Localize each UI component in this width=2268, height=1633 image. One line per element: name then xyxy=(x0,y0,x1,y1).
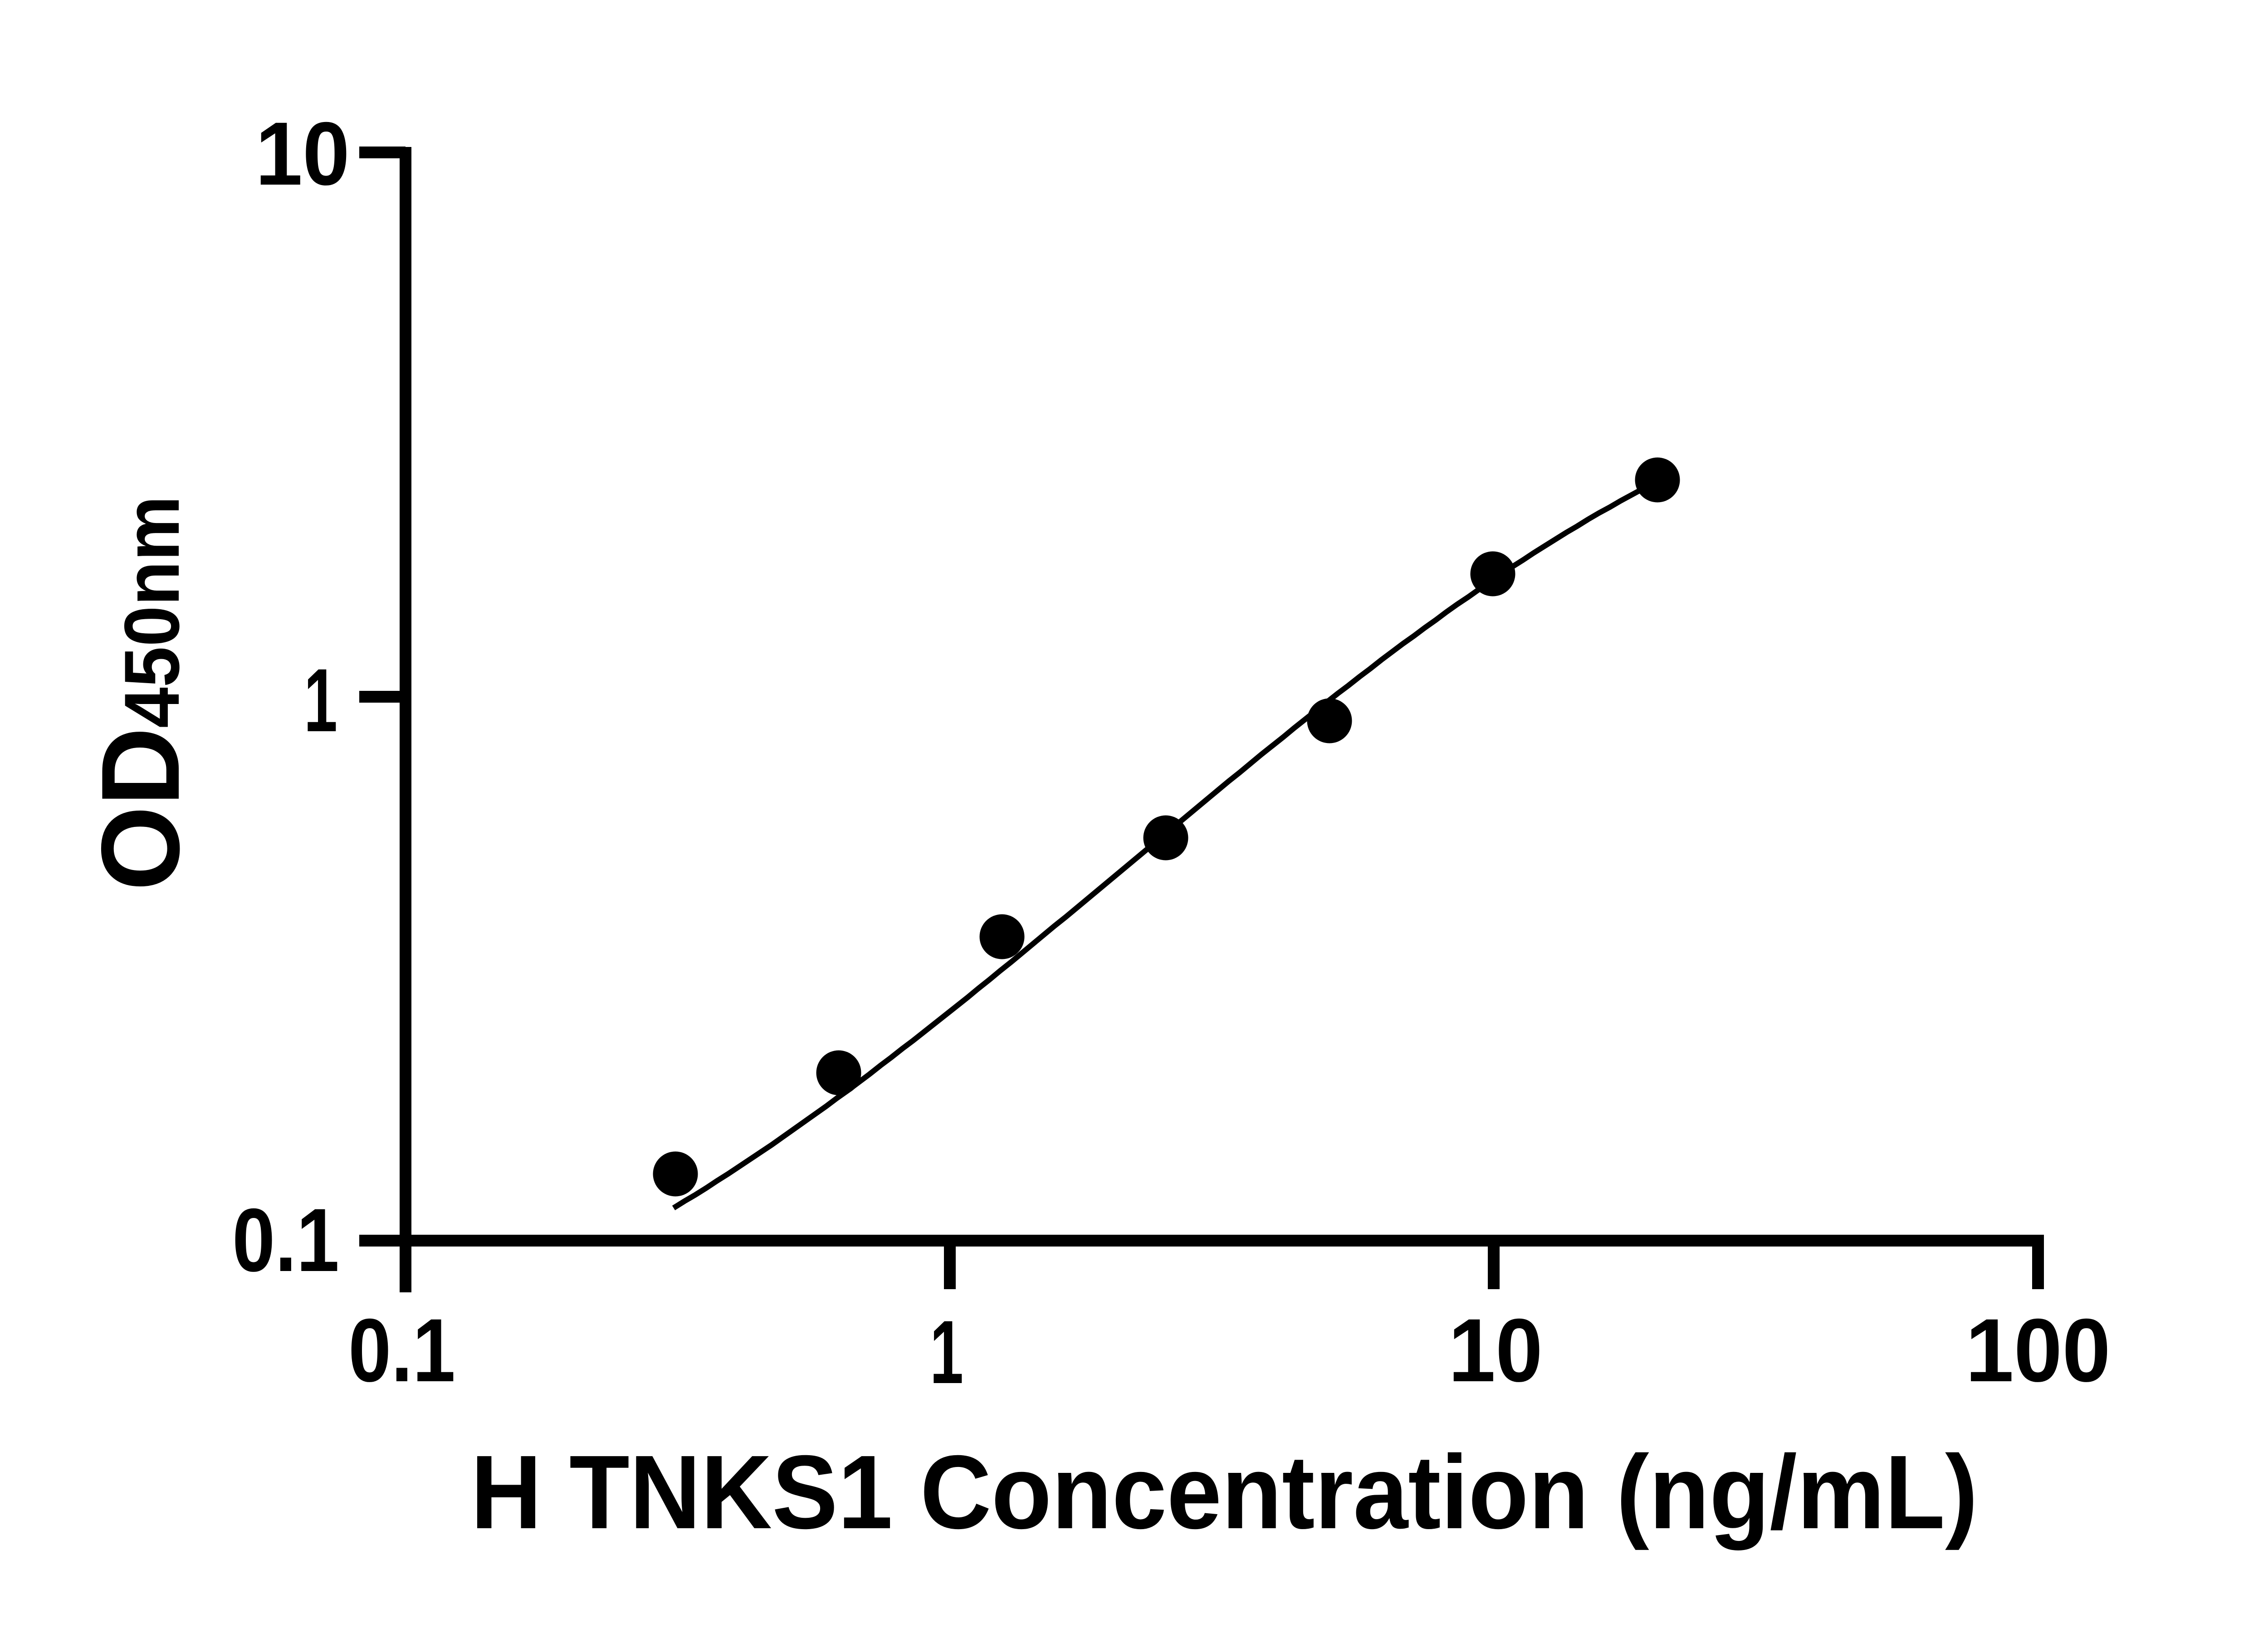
svg-text:1: 1 xyxy=(930,1302,963,1402)
svg-text:10: 10 xyxy=(1448,1300,1543,1400)
svg-text:0.1: 0.1 xyxy=(232,1190,339,1290)
svg-text:10: 10 xyxy=(255,103,350,204)
svg-text:H TNKS1 Concentration (ng/mL): H TNKS1 Concentration (ng/mL) xyxy=(471,1433,1978,1550)
svg-text:450nm: 450nm xyxy=(108,496,196,728)
svg-text:OD: OD xyxy=(78,727,202,891)
svg-text:1: 1 xyxy=(304,650,337,750)
svg-text:100: 100 xyxy=(1965,1300,2111,1400)
svg-text:0.1: 0.1 xyxy=(348,1300,455,1400)
